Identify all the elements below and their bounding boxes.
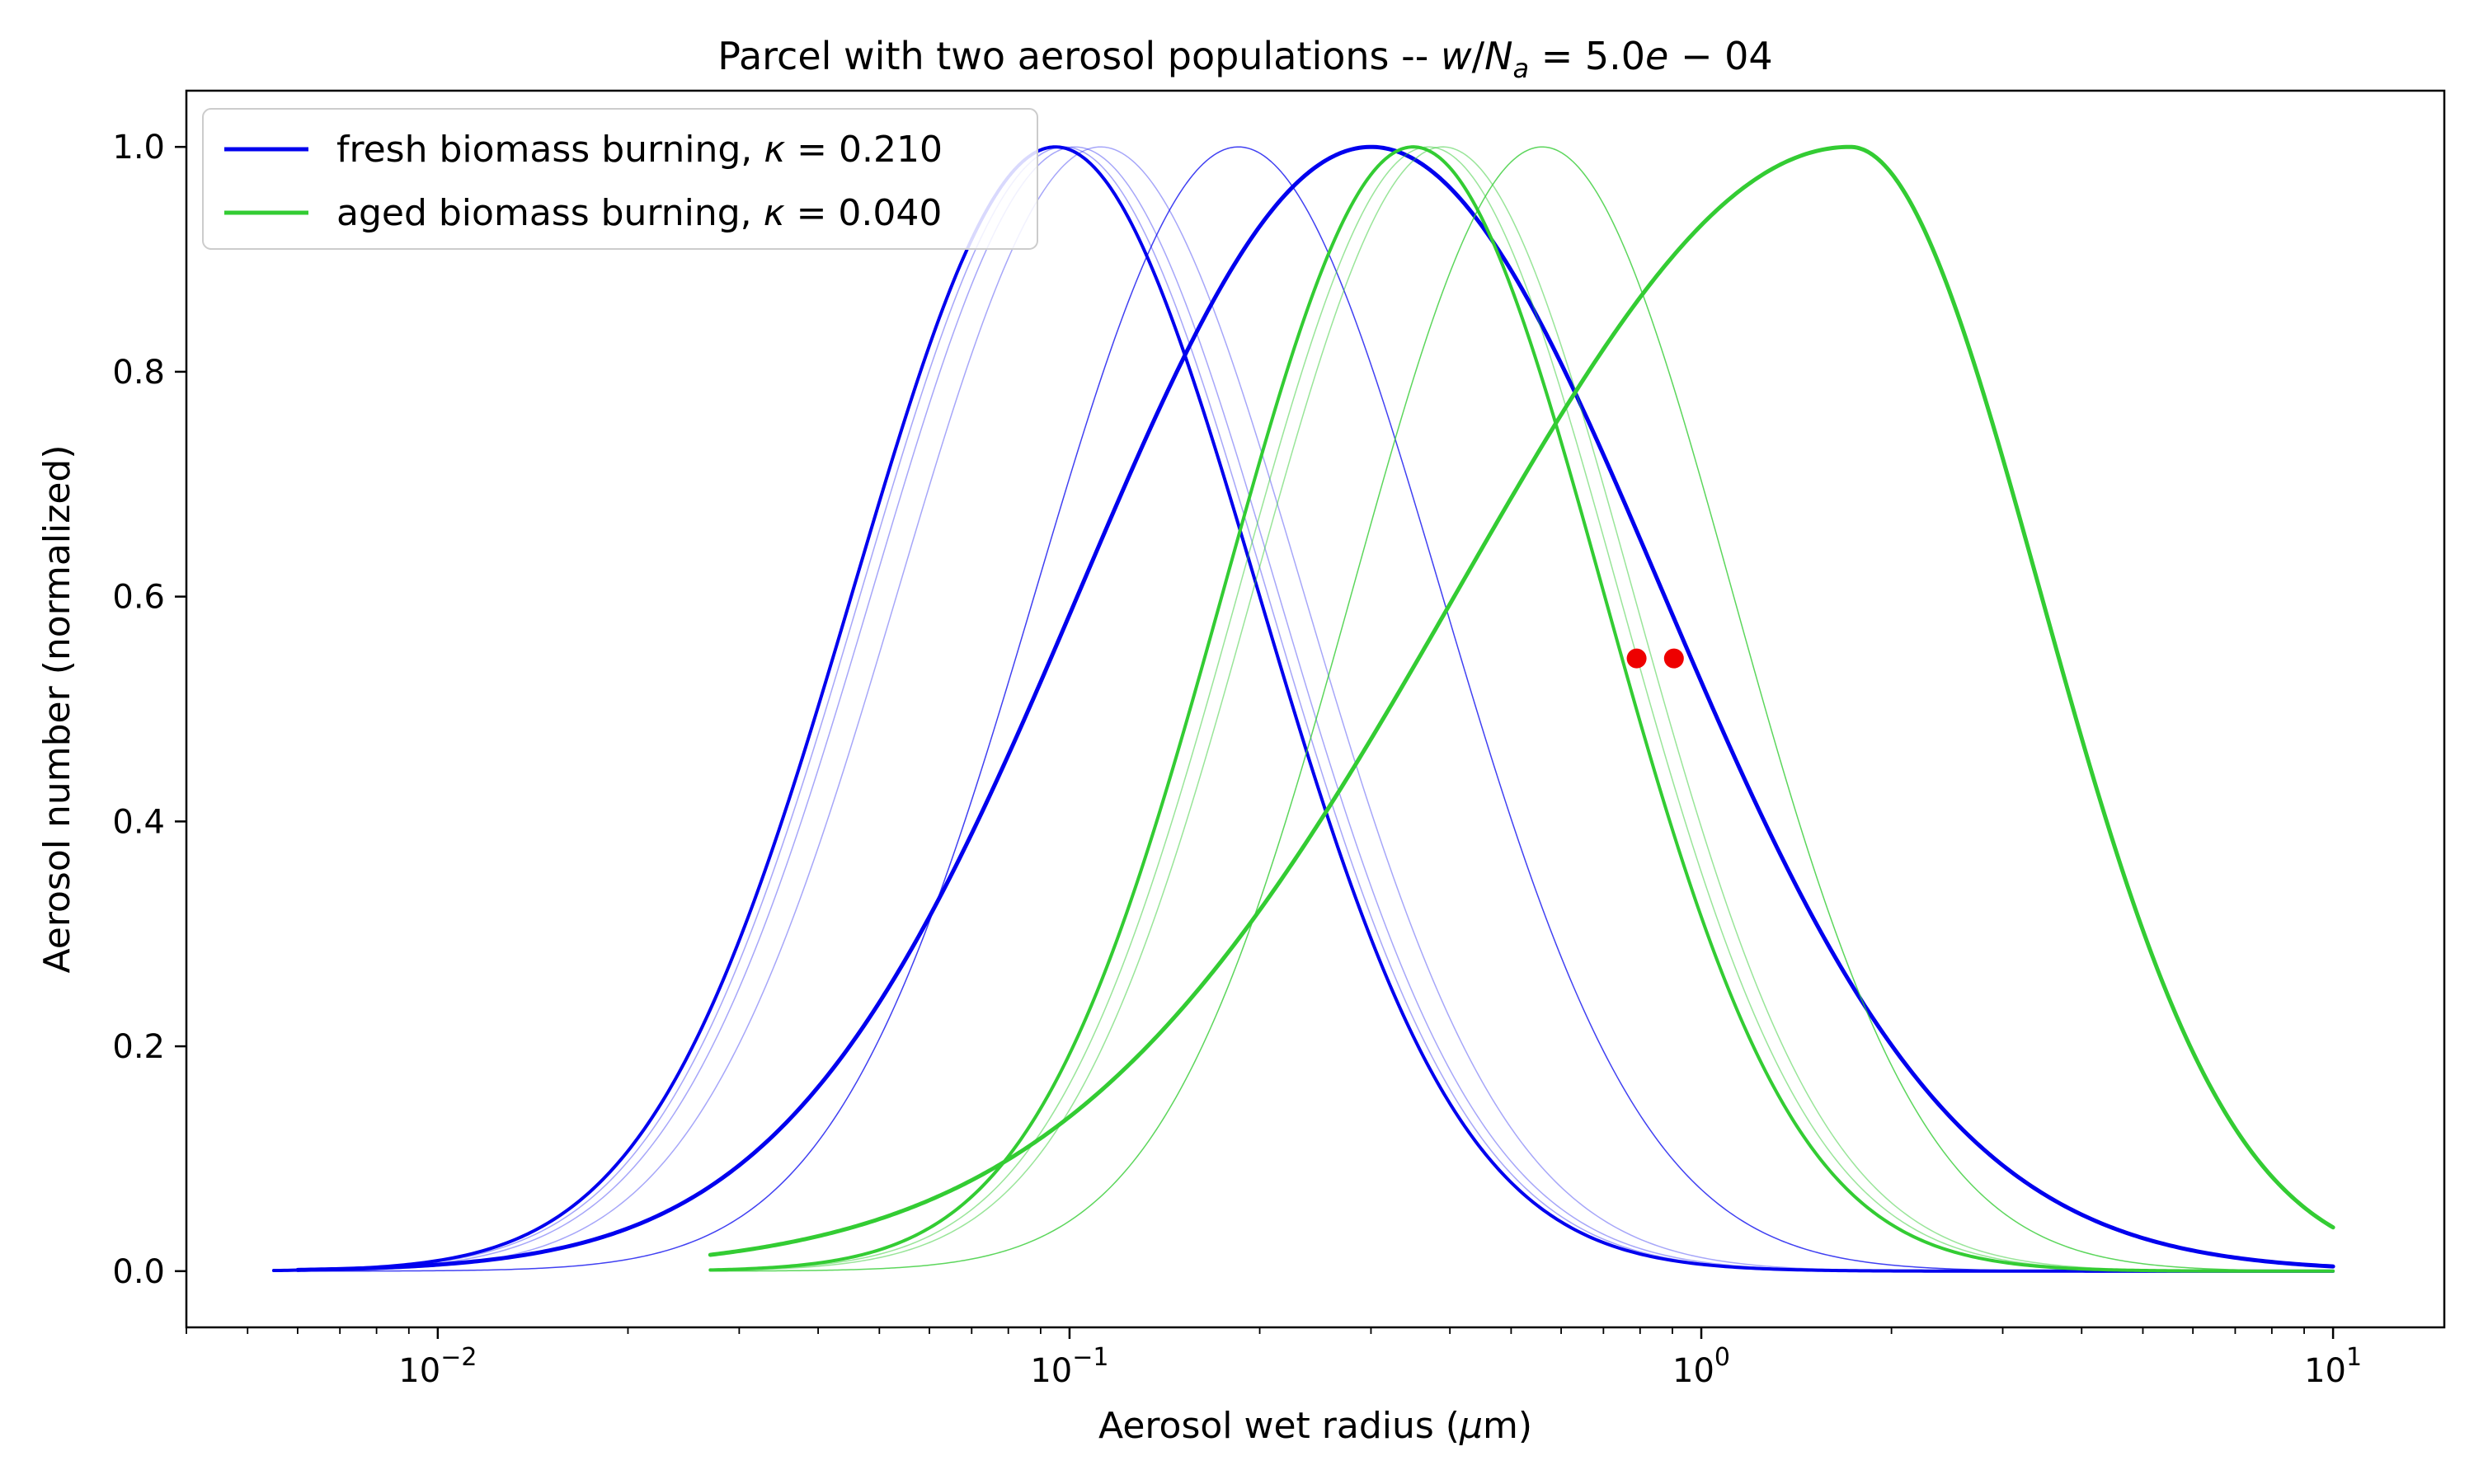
legend-label-aged: aged biomass burning, κ = 0.040 [336,192,942,234]
series-line-fresh-0 [271,145,2335,1273]
y-tick-label: 0.2 [112,1028,165,1066]
x-tick-label: 101 [2304,1343,2362,1390]
x-tick-label: 10−2 [398,1343,477,1390]
chart-title: Parcel with two aerosol populations -- w… [717,34,1772,84]
series-line-fresh-5 [295,144,2335,1272]
legend-box [202,108,1038,250]
x-axis: 10−2 10−1 100 101 [186,1327,2362,1390]
series-line-aged-8 [709,146,2334,1272]
y-tick-label: 1.0 [112,129,165,167]
legend: fresh biomass burning, κ = 0.210 aged bi… [202,108,1038,250]
marker-layer [1626,648,1684,669]
series-line-aged-9 [709,146,2334,1272]
series-line-aged-10 [708,144,2335,1257]
y-tick-label: 0.8 [112,354,165,392]
x-tick-label: 10−1 [1030,1343,1108,1390]
axes-frame [185,89,2446,1329]
y-tick-label: 0.0 [112,1253,165,1291]
activation-marker-1 [1663,648,1684,669]
series-line-fresh-2 [297,146,2334,1272]
y-tick-label: 0.6 [112,579,165,617]
series-line-aged-7 [709,146,2334,1272]
y-tick-label: 0.4 [112,803,165,841]
y-axis: 0.0 0.2 0.4 0.6 0.8 1.0 [112,129,186,1291]
x-tick-label: 100 [1672,1343,1730,1390]
series-line-aged-6 [708,145,2335,1273]
legend-label-fresh: fresh biomass burning, κ = 0.210 [336,129,943,171]
series-line-fresh-1 [297,146,2334,1272]
y-axis-label: Aerosol number (normalized) [36,444,78,973]
activation-marker-0 [1626,648,1647,669]
series-line-fresh-3 [297,146,2334,1272]
series-line-fresh-4 [297,146,2334,1272]
x-axis-label: Aerosol wet radius (μm) [1098,1405,1532,1447]
series-layer [271,144,2335,1273]
plot-area [271,144,2335,1273]
